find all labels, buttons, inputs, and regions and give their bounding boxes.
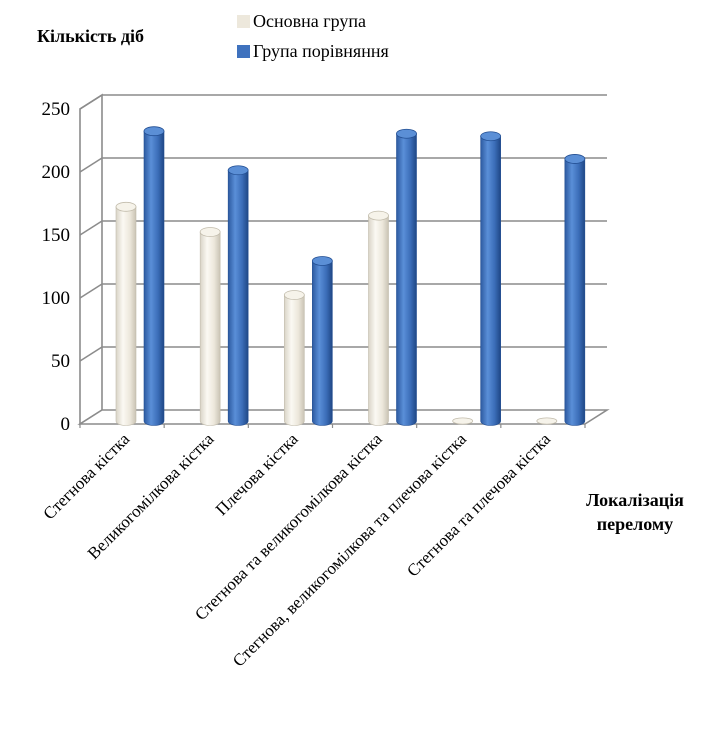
legend: Основна група Група порівняння <box>237 6 389 66</box>
bar-body <box>199 231 221 426</box>
bar-top <box>227 165 249 176</box>
bar-comparison-0 <box>143 126 165 426</box>
y-tick-label: 200 <box>42 162 71 183</box>
y-tick-label: 100 <box>42 288 71 309</box>
legend-swatch-comparison <box>237 44 250 58</box>
bar-base <box>536 417 558 425</box>
bar-main-2 <box>283 290 305 426</box>
bar-comparison-4 <box>480 131 502 426</box>
bar-top <box>368 210 389 221</box>
bar-top <box>396 128 417 139</box>
bar-body <box>115 206 137 426</box>
bar-top <box>311 256 333 266</box>
bar-top <box>564 154 586 164</box>
bar-top <box>480 131 502 142</box>
bar-comparison-2 <box>311 256 333 426</box>
bar-main-4 <box>452 417 474 425</box>
y-tick-label: 250 <box>42 99 71 120</box>
gridline-depth <box>79 220 103 236</box>
bar-body <box>480 135 501 426</box>
y-axis-title: Кількість діб <box>37 26 144 46</box>
legend-item-comparison: Група порівняння <box>237 36 389 66</box>
legend-label-main: Основна група <box>253 10 367 31</box>
legend-item-main: Основна група <box>237 6 389 36</box>
gridlines <box>79 94 607 362</box>
bar-main-5 <box>536 417 558 425</box>
bar-top <box>115 201 137 212</box>
bars <box>115 126 586 426</box>
x-axis-title: Локалізація перелому <box>586 490 684 535</box>
bar-comparison-1 <box>227 165 249 426</box>
bar-top <box>199 227 221 237</box>
bar-main-3 <box>368 210 389 426</box>
bar-body <box>312 260 333 426</box>
bar-main-0 <box>115 201 137 426</box>
y-axis-ticks: 0 50 100 150 200 250 <box>42 99 71 435</box>
gridline-depth <box>79 157 103 173</box>
y-tick-label: 150 <box>42 225 71 246</box>
gridline-depth <box>79 346 103 362</box>
bar-body <box>227 169 249 426</box>
legend-label-comparison: Група порівняння <box>253 40 389 61</box>
bar-comparison-5 <box>564 154 586 426</box>
legend-swatch-main <box>237 14 250 28</box>
bar-body <box>143 130 165 426</box>
x-tick-label: Стегнова та плечова кістка <box>403 429 554 580</box>
side-wall <box>79 93 103 426</box>
bar-comparison-3 <box>396 128 417 426</box>
bar-top <box>143 126 165 137</box>
x-tick-label: Стегнова кістка <box>39 429 133 523</box>
x-tick-label: Стегнова та великогомілкова кістка <box>191 429 386 624</box>
bar-base <box>452 417 474 425</box>
bar-body <box>564 158 586 426</box>
y-tick-label: 50 <box>51 351 70 372</box>
x-tick-label: Плечова кістка <box>212 429 302 519</box>
bar-top <box>283 290 305 300</box>
bar-body <box>396 133 417 426</box>
gridline-depth <box>79 283 103 299</box>
y-tick-label: 0 <box>61 414 71 435</box>
bar-body <box>368 215 389 426</box>
gridline-depth <box>79 94 103 110</box>
bar-main-1 <box>199 227 221 426</box>
bar-body <box>284 294 305 426</box>
